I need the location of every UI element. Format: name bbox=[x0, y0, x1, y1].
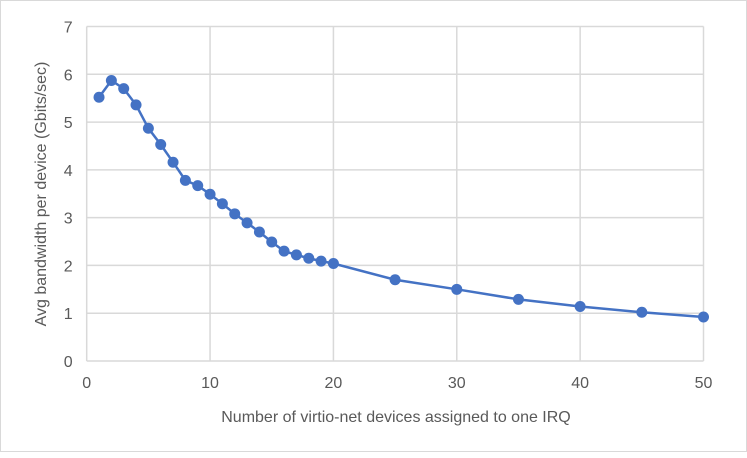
y-tick-label: 7 bbox=[64, 20, 73, 37]
data-point bbox=[118, 83, 130, 95]
data-point bbox=[290, 249, 302, 261]
data-point bbox=[574, 301, 586, 313]
data-point bbox=[130, 99, 142, 111]
x-tick-label: 50 bbox=[695, 375, 713, 392]
data-point bbox=[278, 245, 290, 257]
data-point bbox=[636, 306, 648, 318]
y-tick-label: 6 bbox=[64, 67, 73, 84]
series-line bbox=[98, 78, 704, 319]
y-tick-label: 5 bbox=[64, 115, 73, 132]
data-point bbox=[204, 188, 216, 200]
data-point bbox=[266, 236, 278, 248]
data-point bbox=[105, 74, 117, 86]
tick-labels: 0 1 2 3 4 5 6 7 0 10 20 30 40 50 bbox=[64, 20, 713, 393]
y-tick-label: 4 bbox=[64, 163, 73, 180]
data-point bbox=[142, 122, 154, 134]
data-point bbox=[167, 156, 179, 168]
data-point bbox=[253, 226, 265, 238]
y-tick-label: 0 bbox=[64, 354, 73, 371]
data-point bbox=[303, 252, 315, 264]
data-point bbox=[179, 174, 191, 186]
gridlines bbox=[85, 25, 705, 362]
x-tick-label: 30 bbox=[448, 375, 466, 392]
y-tick-label: 3 bbox=[64, 211, 73, 228]
x-tick-label: 20 bbox=[325, 375, 343, 392]
data-point bbox=[512, 293, 524, 305]
data-point bbox=[327, 258, 339, 270]
data-point bbox=[155, 139, 167, 151]
data-point bbox=[315, 255, 327, 267]
y-tick-label: 1 bbox=[64, 306, 73, 323]
data-point bbox=[192, 180, 204, 192]
data-point bbox=[229, 208, 241, 220]
data-series bbox=[93, 74, 709, 323]
y-tick-label: 2 bbox=[64, 258, 73, 275]
x-tick-label: 40 bbox=[571, 375, 589, 392]
data-point bbox=[389, 274, 401, 286]
data-point bbox=[451, 283, 463, 295]
data-point bbox=[241, 217, 253, 229]
x-axis-label: Number of virtio-net devices assigned to… bbox=[221, 409, 571, 426]
data-point bbox=[698, 311, 709, 323]
x-tick-label: 10 bbox=[201, 375, 219, 392]
data-point bbox=[216, 198, 228, 210]
y-axis-label: Avg bandwidth per device (Gbits/sec) bbox=[33, 62, 50, 327]
data-point bbox=[93, 91, 105, 103]
x-tick-label: 0 bbox=[82, 375, 91, 392]
